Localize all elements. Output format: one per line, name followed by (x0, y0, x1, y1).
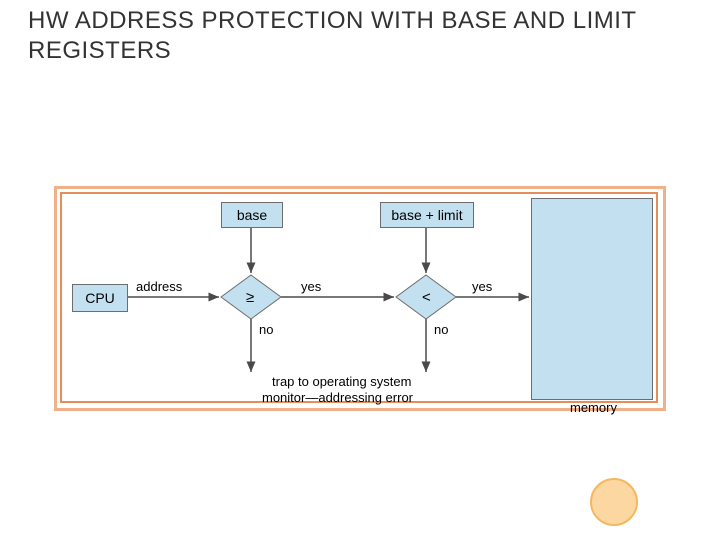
slide-accent-circle (590, 478, 638, 526)
trap-line1: trap to operating system (272, 374, 411, 389)
base-box: base (221, 202, 283, 228)
address-label: address (136, 279, 182, 294)
memory-label: memory (570, 400, 617, 415)
base-limit-label: base + limit (391, 207, 462, 223)
yes2-label: yes (472, 279, 492, 294)
base-label: base (237, 207, 267, 223)
no1-label: no (259, 322, 273, 337)
yes1-label: yes (301, 279, 321, 294)
no2-label: no (434, 322, 448, 337)
cpu-box: CPU (72, 284, 128, 312)
cpu-label: CPU (85, 290, 115, 306)
ge-symbol: ≥ (246, 289, 254, 306)
base-limit-box: base + limit (380, 202, 474, 228)
trap-line2: monitor—addressing error (262, 390, 413, 405)
memory-box (531, 198, 653, 400)
lt-symbol: < (422, 289, 431, 306)
